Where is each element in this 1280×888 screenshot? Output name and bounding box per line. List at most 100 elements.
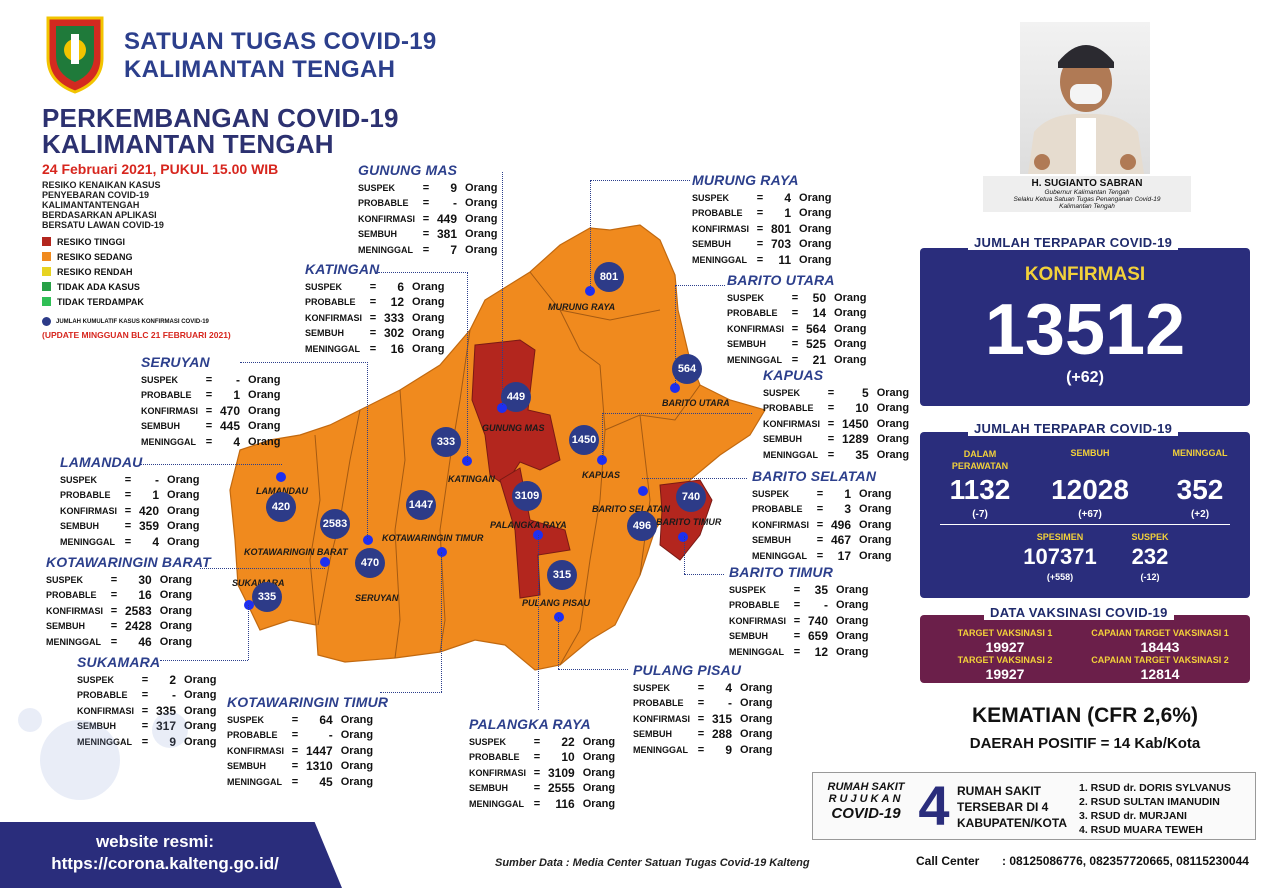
unit-label: Orang bbox=[248, 389, 281, 402]
unit-label: Orang bbox=[876, 448, 910, 461]
sembuh-label: SEMBUH bbox=[752, 535, 792, 546]
org-name-line1: SATUAN TUGAS COVID-19 bbox=[124, 28, 437, 55]
eq-sign: = bbox=[533, 735, 541, 748]
region-stats-table: SUSPEK = 30 Orang PROBABLE = 16 Orang KONFIRMASI… bbox=[46, 572, 192, 650]
org-name-line2: KALIMANTAN TENGAH bbox=[124, 56, 396, 83]
suspek-label: SUSPEK bbox=[46, 574, 84, 585]
dot-kapuas bbox=[597, 455, 607, 465]
leader-pulang-pisau-v bbox=[558, 617, 559, 669]
suspek-value: 64 bbox=[319, 712, 333, 727]
eq-sign: = bbox=[110, 573, 118, 586]
vacc-c2-value: 12814 bbox=[1140, 666, 1180, 682]
map-label-seruyan: SERUYAN bbox=[355, 593, 399, 603]
sembuh-value: 1289 bbox=[842, 432, 869, 447]
region-name: BARITO TIMUR bbox=[729, 564, 834, 580]
eq-sign: = bbox=[791, 307, 799, 320]
call-center-numbers[interactable]: : 08125086776, 082357720665, 08115230044 bbox=[1002, 854, 1249, 868]
konfirmasi-value: 1447 bbox=[306, 743, 333, 758]
unit-label: Orang bbox=[465, 228, 498, 241]
konfirmasi-value: 3109 bbox=[548, 765, 575, 780]
region-stats-table: SUSPEK = 35 Orang PROBABLE = - Orang KONFIRMASI =… bbox=[729, 582, 868, 660]
dot-seruyan bbox=[363, 535, 373, 545]
probable-label: PROBABLE bbox=[46, 590, 97, 601]
unit-label: Orang bbox=[740, 743, 773, 756]
region-stats-table: SUSPEK = 50 Orang PROBABLE = 14 Orang KONFIRMASI… bbox=[727, 290, 866, 368]
suspek-label: SUSPEK bbox=[77, 674, 115, 685]
cumulative-note: JUMLAH KUMULATIF KASUS KONFIRMASI COVID-… bbox=[42, 317, 242, 326]
map-label-palangka-raya: PALANGKA RAYA bbox=[490, 520, 567, 530]
konfirmasi-value: 2583 bbox=[125, 603, 152, 618]
eq-sign: = bbox=[816, 518, 824, 531]
hospital-count: 4 bbox=[918, 774, 950, 837]
sembuh-label: SEMBUH bbox=[60, 521, 100, 532]
region-name: KOTAWARINGIN TIMUR bbox=[227, 694, 389, 710]
suspek-value: 4 bbox=[784, 190, 792, 205]
stat-row-konfirmasi: KONFIRMASI = 315 Orang bbox=[633, 711, 772, 727]
sembuh-label: SEMBUH bbox=[763, 434, 803, 445]
unit-label: Orang bbox=[340, 760, 374, 773]
dot-barito-selatan bbox=[638, 486, 648, 496]
stat-row-meninggal: MENINGGAL = 4 Orang bbox=[60, 534, 199, 550]
konfirmasi-label: KONFIRMASI bbox=[60, 505, 117, 516]
suspek-label: SUSPEK bbox=[1131, 532, 1169, 542]
konfirmasi-label: KONFIRMASI bbox=[727, 323, 784, 334]
unit-label: Orang bbox=[465, 181, 498, 194]
eq-sign: = bbox=[793, 614, 801, 627]
stat-row-suspek: SUSPEK = 50 Orang bbox=[727, 290, 866, 306]
suspek-label: SUSPEK bbox=[727, 292, 765, 303]
sembuh-label: SEMBUH bbox=[358, 229, 398, 240]
meninggal-value: 9 bbox=[156, 734, 184, 750]
stat-row-probable: PROBABLE = 1 Orang bbox=[60, 488, 199, 504]
suspek-label: SUSPEK bbox=[60, 474, 98, 485]
dot-barito-utara bbox=[670, 383, 680, 393]
region-box-kotawaringin-barat: KOTAWARINGIN BARAT SUSPEK = 30 Orang PROBABLE… bbox=[46, 554, 211, 650]
meninggal-value: 17 bbox=[837, 548, 852, 563]
province-emblem bbox=[42, 12, 108, 94]
stat-row-suspek: SUSPEK = 30 Orang bbox=[46, 572, 192, 588]
governor-role-1: Gubernur Kalimantan Tengah bbox=[1044, 189, 1130, 196]
unit-label: Orang bbox=[412, 296, 445, 309]
governor-photo bbox=[1020, 22, 1150, 174]
unit-label: Orang bbox=[876, 402, 910, 415]
konfirmasi-value: 496 bbox=[831, 517, 852, 532]
region-box-barito-utara: BARITO UTARA SUSPEK = 50 Orang PROBABLE = 14 Ora… bbox=[727, 272, 866, 368]
unit-label: Orang bbox=[340, 729, 374, 742]
governor-name: H. SUGIANTO SABRAN bbox=[1031, 178, 1143, 189]
legend: RESIKO KENAIKAN KASUS PENYEBARAN COVID-19… bbox=[42, 180, 242, 340]
spesimen-value: 107371 bbox=[1023, 544, 1097, 569]
stat-row-konfirmasi: KONFIRMASI = 1447 Orang bbox=[227, 743, 373, 759]
update-note: (UPDATE MINGGUAN BLC 21 FEBRUARI 2021) bbox=[42, 330, 231, 340]
region-stats-table: SUSPEK = 2 Orang PROBABLE = - Orang KONFIRMASI = 3… bbox=[77, 672, 216, 750]
stat-row-konfirmasi: KONFIRMASI = 420 Orang bbox=[60, 503, 199, 519]
eq-sign: = bbox=[816, 549, 824, 562]
unit-label: Orang bbox=[799, 253, 832, 266]
meninggal-label: MENINGGAL bbox=[633, 744, 688, 755]
stat-row-suspek: SUSPEK = 4 Orang bbox=[692, 190, 831, 206]
konfirmasi-value: 13512 bbox=[984, 290, 1186, 370]
legend-item-low: RESIKO RENDAH bbox=[42, 264, 242, 279]
probable-label: PROBABLE bbox=[305, 297, 356, 308]
website-url[interactable]: https://corona.kalteng.go.id/ bbox=[51, 854, 279, 873]
leader-katingan-h bbox=[378, 272, 468, 273]
eq-sign: = bbox=[291, 760, 299, 773]
eq-sign: = bbox=[697, 743, 705, 756]
eq-sign: = bbox=[697, 728, 705, 741]
konfirmasi-label: KONFIRMASI bbox=[46, 605, 103, 616]
probable-value: 3 bbox=[844, 502, 852, 517]
gunung-mas-area bbox=[471, 339, 561, 486]
region-box-pulang-pisau: PULANG PISAU SUSPEK = 4 Orang PROBABLE = - Orang… bbox=[633, 662, 772, 758]
unit-label: Orang bbox=[248, 420, 281, 433]
region-stats-table: SUSPEK = 6 Orang PROBABLE = 12 Orang KONFIRMASI =… bbox=[305, 279, 444, 357]
exposed-panel: KONFIRMASI 13512 (+62) bbox=[920, 248, 1250, 406]
stat-row-sembuh: SEMBUH = 525 Orang bbox=[727, 337, 866, 353]
probable-label: PROBABLE bbox=[727, 308, 778, 319]
eq-sign: = bbox=[205, 404, 213, 417]
unit-label: Orang bbox=[836, 583, 869, 596]
konfirmasi-label: KONFIRMASI bbox=[469, 767, 526, 778]
meninggal-value: 35 bbox=[855, 447, 869, 462]
hospital-box: RUMAH SAKIT RUJUKAN COVID-19 4 RUMAH SAK… bbox=[812, 772, 1256, 840]
unit-label: Orang bbox=[465, 197, 498, 210]
sembuh-value: 12028 bbox=[1051, 474, 1129, 505]
meninggal-label: MENINGGAL bbox=[60, 536, 115, 547]
konfirmasi-label: KONFIRMASI bbox=[141, 405, 198, 416]
